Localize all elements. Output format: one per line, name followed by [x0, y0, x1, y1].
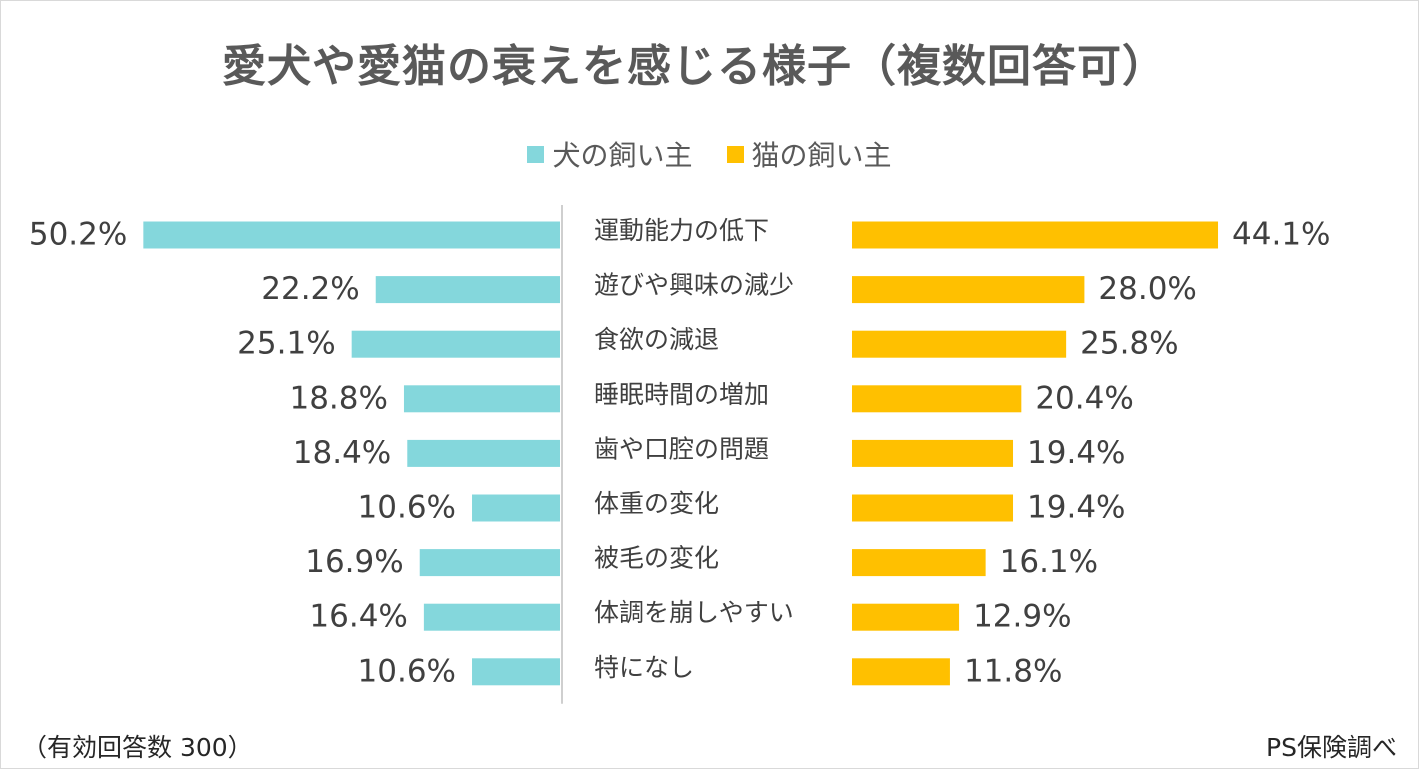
- category-label: 睡眠時間の増加: [594, 380, 769, 409]
- dog-bar: [143, 221, 560, 249]
- dog-value-label: 18.8%: [289, 380, 387, 416]
- dog-bar: [472, 658, 560, 686]
- category-label: 被毛の変化: [594, 544, 719, 573]
- cat-bar: [852, 439, 1014, 467]
- category-label: 遊びや興味の減少: [594, 271, 794, 300]
- dog-value-label: 10.6%: [358, 490, 456, 526]
- cat-value-label: 20.4%: [1035, 380, 1133, 416]
- dog-value-label: 50.2%: [29, 217, 127, 253]
- legend: 犬の飼い主 猫の飼い主: [0, 134, 1419, 174]
- legend-item-dog: 犬の飼い主: [527, 134, 693, 174]
- sample-size-note: （有効回答数 300）: [22, 733, 253, 762]
- dog-bar: [423, 603, 560, 631]
- dog-bar: [403, 385, 560, 413]
- cat-bar: [852, 221, 1219, 249]
- dog-value-label: 16.9%: [305, 544, 403, 580]
- cat-value-label: 25.8%: [1080, 326, 1178, 362]
- dog-bar: [375, 276, 560, 304]
- cat-value-label: 16.1%: [1000, 544, 1098, 580]
- chart-title: 愛犬や愛猫の衰えを感じる様子（複数回答可）: [222, 41, 1167, 92]
- cat-value-label: 28.0%: [1098, 271, 1196, 307]
- category-label: 特になし: [594, 653, 694, 682]
- cat-value-label: 44.1%: [1232, 217, 1330, 253]
- cat-bar: [852, 330, 1067, 358]
- legend-item-cat: 猫の飼い主: [726, 134, 892, 174]
- source-note: PS保険調べ: [1266, 733, 1397, 762]
- dog-bar: [407, 439, 560, 467]
- category-label: 体調を崩しやすい: [594, 598, 794, 627]
- legend-label-cat: 猫の飼い主: [751, 139, 892, 172]
- dog-value-label: 25.1%: [237, 326, 335, 362]
- cat-bar: [852, 276, 1085, 304]
- dog-value-label: 22.2%: [261, 271, 359, 307]
- legend-swatch-cat: [726, 145, 744, 163]
- cat-value-label: 12.9%: [973, 599, 1071, 635]
- cat-bar: [852, 385, 1022, 413]
- category-label: 運動能力の低下: [594, 216, 769, 245]
- dog-bar: [472, 494, 560, 522]
- category-label: 食欲の減退: [594, 325, 719, 354]
- cat-value-label: 11.8%: [964, 653, 1062, 689]
- cat-bar: [852, 549, 986, 577]
- dog-bar: [419, 549, 560, 577]
- cat-bar: [852, 494, 1014, 522]
- legend-label-dog: 犬の飼い主: [552, 139, 693, 172]
- dog-bar: [351, 330, 560, 358]
- cat-bar: [852, 603, 960, 631]
- dog-value-label: 18.4%: [293, 435, 391, 471]
- legend-swatch-dog: [527, 145, 545, 163]
- category-label: 歯や口腔の問題: [594, 434, 769, 463]
- dog-value-label: 10.6%: [358, 653, 456, 689]
- cat-value-label: 19.4%: [1027, 435, 1125, 471]
- cat-value-label: 19.4%: [1027, 490, 1125, 526]
- dog-value-label: 16.4%: [309, 599, 407, 635]
- cat-bar: [852, 658, 950, 686]
- category-label: 体重の変化: [594, 489, 719, 518]
